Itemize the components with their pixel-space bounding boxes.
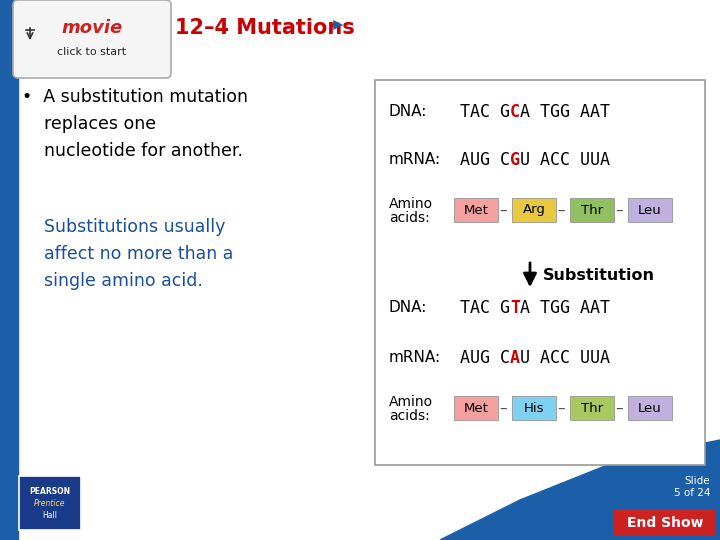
FancyBboxPatch shape <box>570 396 614 420</box>
FancyBboxPatch shape <box>628 198 672 222</box>
Polygon shape <box>440 440 720 540</box>
Text: TAC G: TAC G <box>460 103 510 121</box>
Text: Amino: Amino <box>389 197 433 211</box>
Text: click to start: click to start <box>58 47 127 57</box>
FancyBboxPatch shape <box>512 396 556 420</box>
Text: –: – <box>615 401 623 415</box>
Text: –: – <box>557 401 564 415</box>
Text: AUG C: AUG C <box>460 151 510 169</box>
Text: Thr: Thr <box>581 204 603 217</box>
Text: –: – <box>499 401 507 415</box>
Text: DNA:: DNA: <box>389 105 428 119</box>
Text: PEARSON: PEARSON <box>30 487 71 496</box>
Text: Prentice: Prentice <box>35 498 66 508</box>
Text: movie: movie <box>61 19 122 37</box>
Text: His: His <box>523 402 544 415</box>
Text: –: – <box>557 202 564 218</box>
Text: •  A substitution mutation
    replaces one
    nucleotide for another.: • A substitution mutation replaces one n… <box>22 88 248 160</box>
Text: End Show: End Show <box>626 516 703 530</box>
Text: Met: Met <box>464 402 488 415</box>
Text: –: – <box>499 202 507 218</box>
Text: acids:: acids: <box>389 409 430 423</box>
FancyBboxPatch shape <box>454 396 498 420</box>
FancyBboxPatch shape <box>614 510 716 536</box>
Text: 12–4 Mutations: 12–4 Mutations <box>175 18 355 38</box>
FancyBboxPatch shape <box>512 198 556 222</box>
Text: Leu: Leu <box>638 204 662 217</box>
Text: Substitutions usually
    affect no more than a
    single amino acid.: Substitutions usually affect no more tha… <box>22 218 233 290</box>
Text: TAC G: TAC G <box>460 299 510 317</box>
Text: A TGG AAT: A TGG AAT <box>520 299 610 317</box>
Text: mRNA:: mRNA: <box>389 152 441 167</box>
FancyBboxPatch shape <box>13 0 171 78</box>
Text: Met: Met <box>464 204 488 217</box>
Text: Thr: Thr <box>581 402 603 415</box>
Text: U ACC UUA: U ACC UUA <box>520 349 610 367</box>
Text: G: G <box>510 151 520 169</box>
Text: Substitution: Substitution <box>543 268 655 284</box>
Text: U ACC UUA: U ACC UUA <box>520 151 610 169</box>
Text: Amino: Amino <box>389 395 433 409</box>
Text: AUG C: AUG C <box>460 349 510 367</box>
FancyBboxPatch shape <box>375 80 705 465</box>
FancyBboxPatch shape <box>19 476 81 530</box>
Text: DNA:: DNA: <box>389 300 428 315</box>
Polygon shape <box>0 0 18 540</box>
Text: Leu: Leu <box>638 402 662 415</box>
Text: T: T <box>510 299 520 317</box>
FancyBboxPatch shape <box>628 396 672 420</box>
FancyBboxPatch shape <box>454 198 498 222</box>
Polygon shape <box>560 480 720 540</box>
Text: A TGG AAT: A TGG AAT <box>520 103 610 121</box>
Text: A: A <box>510 349 520 367</box>
Text: acids:: acids: <box>389 211 430 225</box>
Text: Slide
5 of 24: Slide 5 of 24 <box>673 476 710 498</box>
Text: C: C <box>510 103 520 121</box>
Text: –: – <box>615 202 623 218</box>
FancyBboxPatch shape <box>570 198 614 222</box>
Text: mRNA:: mRNA: <box>389 350 441 366</box>
Text: Arg: Arg <box>523 204 546 217</box>
Text: Hall: Hall <box>42 511 58 521</box>
